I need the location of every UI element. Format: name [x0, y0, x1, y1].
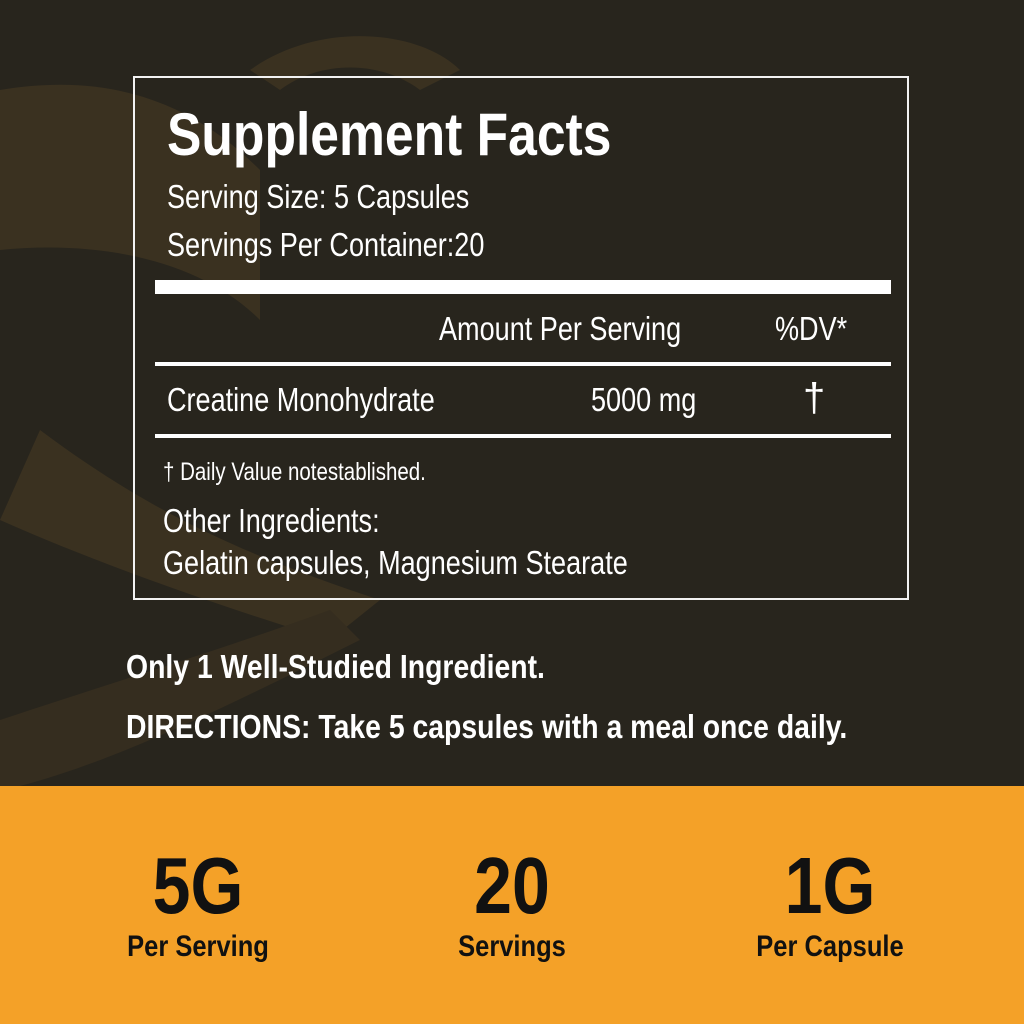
thick-divider	[155, 280, 891, 294]
tagline: Only 1 Well-Studied Ingredient.	[126, 648, 545, 685]
ingredient-dv: †	[803, 376, 826, 420]
stat-per-serving: 5G Per Serving	[48, 846, 348, 964]
serving-size: Serving Size: 5 Capsules	[167, 178, 470, 215]
facts-title: Supplement Facts	[167, 101, 612, 168]
directions: DIRECTIONS: Take 5 capsules with a meal …	[126, 708, 848, 745]
stat-label: Per Capsule	[756, 930, 904, 963]
servings-per-container: Servings Per Container:20	[167, 226, 485, 263]
stat-value: 20	[474, 841, 550, 930]
ingredient-amount: 5000 mg	[591, 381, 697, 418]
stats-band: 5G Per Serving 20 Servings 1G Per Capsul…	[0, 786, 1024, 1024]
divider	[155, 362, 891, 366]
stat-value: 1G	[784, 841, 876, 930]
other-ingredients-label: Other Ingredients:	[163, 502, 380, 539]
ingredient-name: Creatine Monohydrate	[167, 381, 435, 418]
divider	[155, 434, 891, 438]
stat-per-capsule: 1G Per Capsule	[680, 846, 980, 964]
stat-label: Servings	[458, 930, 566, 963]
footnote: † Daily Value notestablished.	[163, 458, 426, 486]
stat-label: Per Serving	[127, 930, 269, 963]
other-ingredients-value: Gelatin capsules, Magnesium Stearate	[163, 544, 628, 581]
supplement-facts-panel: Supplement Facts Serving Size: 5 Capsule…	[133, 76, 909, 600]
stat-servings: 20 Servings	[362, 846, 662, 964]
header-dv: %DV*	[775, 310, 848, 347]
stat-value: 5G	[152, 841, 244, 930]
header-amount: Amount Per Serving	[439, 310, 682, 347]
